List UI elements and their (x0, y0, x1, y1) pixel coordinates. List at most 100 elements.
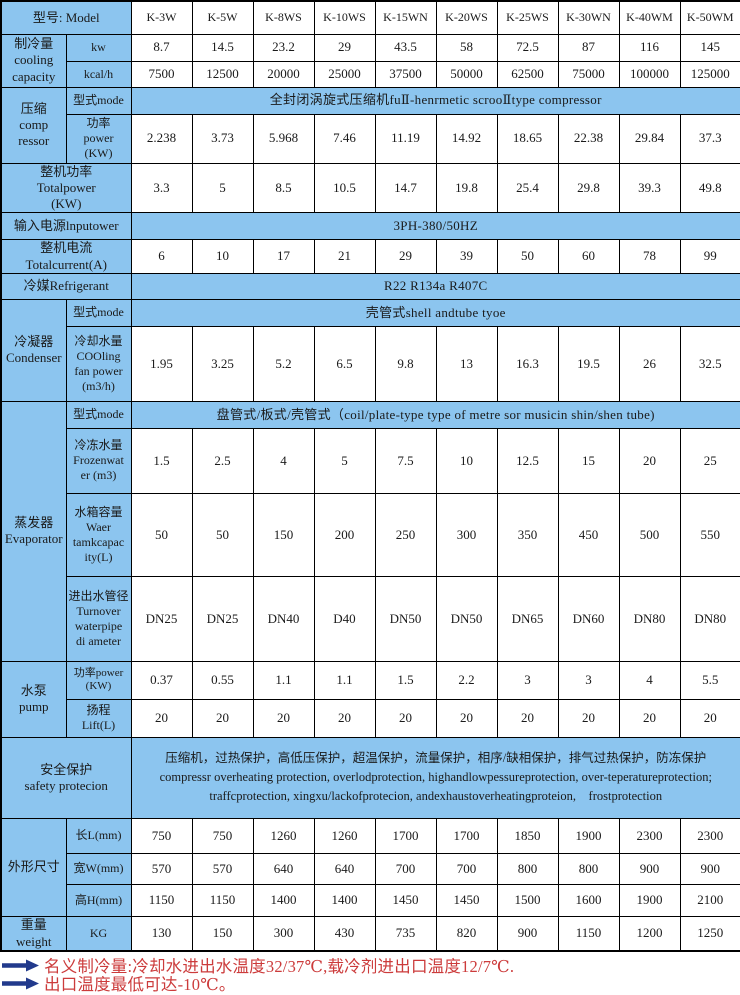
row-condenser-mode: 冷凝器 Condenser 型式mode 壳管式shell andtube ty… (0, 298, 740, 402)
spec-value-cell: K-5W (191, 0, 254, 35)
row-pump-lift: 扬程 Lift(L) 20 20 20 20 20 20 20 20 20 20 (1, 698, 740, 738)
spec-value-cell: 5.2 (252, 325, 315, 402)
spec-value-cell: 640 (252, 852, 315, 885)
spec-value-cell: 5 (313, 427, 376, 494)
row-label-condenser-mode: 型式mode (65, 298, 132, 327)
spec-value-cell: 1150 (130, 883, 193, 917)
row-cooling-kw: 制冷量 cooling capacity kw 8.7 14.5 23.2 29 43.… (0, 33, 740, 88)
spec-value-cell: 50 (191, 492, 254, 577)
spec-value-cell: 37.3 (679, 113, 740, 164)
spec-value-cell: 78 (618, 239, 681, 274)
spec-value-cell: K-20WS (435, 0, 498, 35)
spec-value-cell: 3 (557, 660, 620, 700)
spec-value-cell: K-15WN (374, 0, 437, 35)
spec-value-cell: 87 (557, 33, 620, 62)
spec-value-cell: 1450 (374, 883, 437, 917)
spec-value-cell: 17 (252, 239, 315, 274)
spec-value-cell: 7.46 (313, 113, 376, 164)
spec-value-cell: 8.5 (252, 162, 315, 214)
input-power-value: 3PH-380/50HZ (130, 212, 740, 241)
spec-value-cell: 19.5 (557, 325, 620, 402)
group-label-weight: 重量 weight (0, 915, 67, 952)
spec-value-cell: 750 (130, 817, 193, 854)
spec-value-cell: 1260 (313, 817, 376, 854)
row-safety: 安全保护 safety protecion 压缩机，过热保护，高低压保护，超温保… (0, 736, 740, 819)
spec-value-cell: 2.5 (191, 427, 254, 494)
spec-value-cell: 1.5 (130, 427, 193, 494)
spec-value-cell: 14.92 (435, 113, 498, 164)
row-label-compressor-mode: 型式mode (65, 86, 132, 115)
spec-value-cell: 23.2 (252, 33, 315, 62)
spec-value-cell: 250 (374, 492, 437, 577)
spec-value-cell: 29.84 (618, 113, 681, 164)
spec-value-cell: DN50 (435, 575, 498, 662)
spec-value-cell: 6 (130, 239, 193, 274)
spec-value-cell: 25 (679, 427, 740, 494)
spec-value-cell: 60 (557, 239, 620, 274)
spec-value-cell: 0.37 (130, 660, 193, 700)
spec-value-cell: 7.5 (374, 427, 437, 494)
spec-value-cell: 10 (435, 427, 498, 494)
spec-value-cell: 1700 (374, 817, 437, 854)
group-label-pump: 水泵 pump (0, 660, 67, 738)
row-label-pump-lift: 扬程 Lift(L) (65, 698, 132, 738)
spec-value-cell: 1.1 (313, 660, 376, 700)
group-label-evaporator: 蒸发器 Evaporator (0, 400, 67, 662)
spec-value-cell: DN60 (557, 575, 620, 662)
spec-value-cell: 2100 (679, 883, 740, 917)
spec-value-cell: 37500 (374, 60, 437, 88)
spec-value-cell: 2.238 (130, 113, 193, 164)
spec-value-cell: 300 (435, 492, 498, 577)
spec-value-cell: 750 (191, 817, 254, 854)
model-header-label: 型号: Model (0, 0, 132, 35)
spec-value-cell: K-10WS (313, 0, 376, 35)
spec-value-cell: 1200 (618, 915, 681, 952)
spec-value-cell: 10 (191, 239, 254, 274)
spec-value-cell: 43.5 (374, 33, 437, 62)
spec-value-cell: 12500 (191, 60, 254, 88)
spec-value-cell: 640 (313, 852, 376, 885)
spec-value-cell: D40 (313, 575, 376, 662)
row-weight: 重量 weight KG 130 150 300 430 735 820 900 1150 12… (0, 915, 740, 952)
spec-value-cell: 99 (679, 239, 740, 274)
arrow-icon (2, 977, 40, 990)
row-input-power: 输入电源lnputower 3PH-380/50HZ (0, 212, 740, 241)
spec-value-cell: 18.65 (496, 113, 559, 164)
row-compressor-mode: 压缩 comp ressor 型式mode 全封闭涡旋式压缩机fuⅡ-henrm… (0, 86, 740, 164)
row-frozen-water: 冷冻水量 Frozenwat er (m3) 1.5 2.5 4 5 7.5 10 12.5… (1, 427, 740, 494)
spec-value-cell: 20000 (252, 60, 315, 88)
row-label-pipe-diameter: 进出水管径 Turnover waterpipe di ameter (65, 575, 132, 662)
spec-value-cell: K-25WS (496, 0, 559, 35)
row-label-weight-unit: KG (65, 915, 132, 952)
row-label-width: 宽W(mm) (65, 852, 132, 885)
spec-value-cell: 14.7 (374, 162, 437, 214)
spec-value-cell: 1400 (313, 883, 376, 917)
spec-value-cell: 800 (496, 852, 559, 885)
spec-value-cell: 2.2 (435, 660, 498, 700)
spec-value-cell: 72.5 (496, 33, 559, 62)
group-label-cooling-capacity: 制冷量 cooling capacity (0, 33, 67, 88)
row-label-total-current: 整机电流 Totalcurrent(A) (0, 239, 132, 274)
row-models: 型号: Model K-3W K-5W K-8WS K-10WS K-15WN K-20W… (0, 0, 740, 35)
spec-value-cell: 0.55 (191, 660, 254, 700)
spec-value-cell: 5 (191, 162, 254, 214)
row-pipe-diameter: 进出水管径 Turnover waterpipe di ameter DN25 D… (1, 575, 740, 662)
spec-value-cell: 350 (496, 492, 559, 577)
spec-value-cell: 1.1 (252, 660, 315, 700)
group-label-dimensions: 外形尺寸 (0, 817, 67, 917)
spec-value-cell: 3.73 (191, 113, 254, 164)
spec-value-cell: 3 (496, 660, 559, 700)
spec-value-cell: 450 (557, 492, 620, 577)
spec-value-cell: 15 (557, 427, 620, 494)
spec-value-cell: K-30WN (557, 0, 620, 35)
row-label-total-power: 整机功率 Totalpower (KW) (0, 162, 132, 214)
spec-value-cell: 19.8 (435, 162, 498, 214)
spec-value-cell: 900 (618, 852, 681, 885)
spec-value-cell: 1900 (557, 817, 620, 854)
note-text-nominal-capacity: 名义制冷量:冷却水进出水温度32/37℃,载冷剂进出口温度12/7℃. (44, 957, 515, 977)
row-label-evaporator-mode: 型式mode (65, 400, 132, 429)
row-label-kw: kw (65, 33, 132, 62)
spec-value-cell: 570 (191, 852, 254, 885)
row-cooling-kcal: kcal/h 7500 12500 20000 25000 37500 50000 6250… (1, 60, 740, 88)
spec-value-cell: 3.3 (130, 162, 193, 214)
